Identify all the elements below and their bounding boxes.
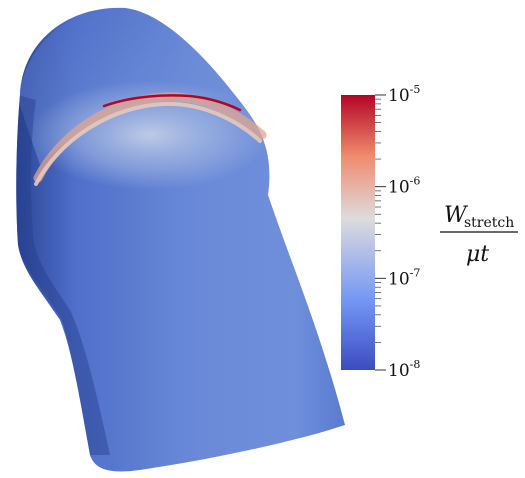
denominator: μt [466,242,489,267]
numerator-subscript: stretch [464,215,514,231]
quantity-label: W stretch μt [440,203,518,267]
shell-surface [16,7,345,472]
crease-band-outer [33,92,267,183]
numerator-symbol: W [444,203,469,228]
shell-shadow-edge [16,95,110,455]
crease-band-mid [34,101,262,186]
colorbar-gradient [341,95,375,370]
colorbar-major-ticks [375,94,386,371]
crease-line [102,94,242,112]
colorbar-tick-label: 10-8 [388,358,420,381]
colorbar-tick-label: 10-6 [388,175,420,198]
colorbar-minor-ticks [375,98,381,343]
colorbar: 10-5 10-6 10-7 10-8 [341,83,420,381]
colorbar-tick-label: 10-7 [388,266,420,289]
colorbar-tick-labels: 10-5 10-6 10-7 10-8 [388,83,420,381]
colorbar-tick-label: 10-5 [388,83,420,106]
